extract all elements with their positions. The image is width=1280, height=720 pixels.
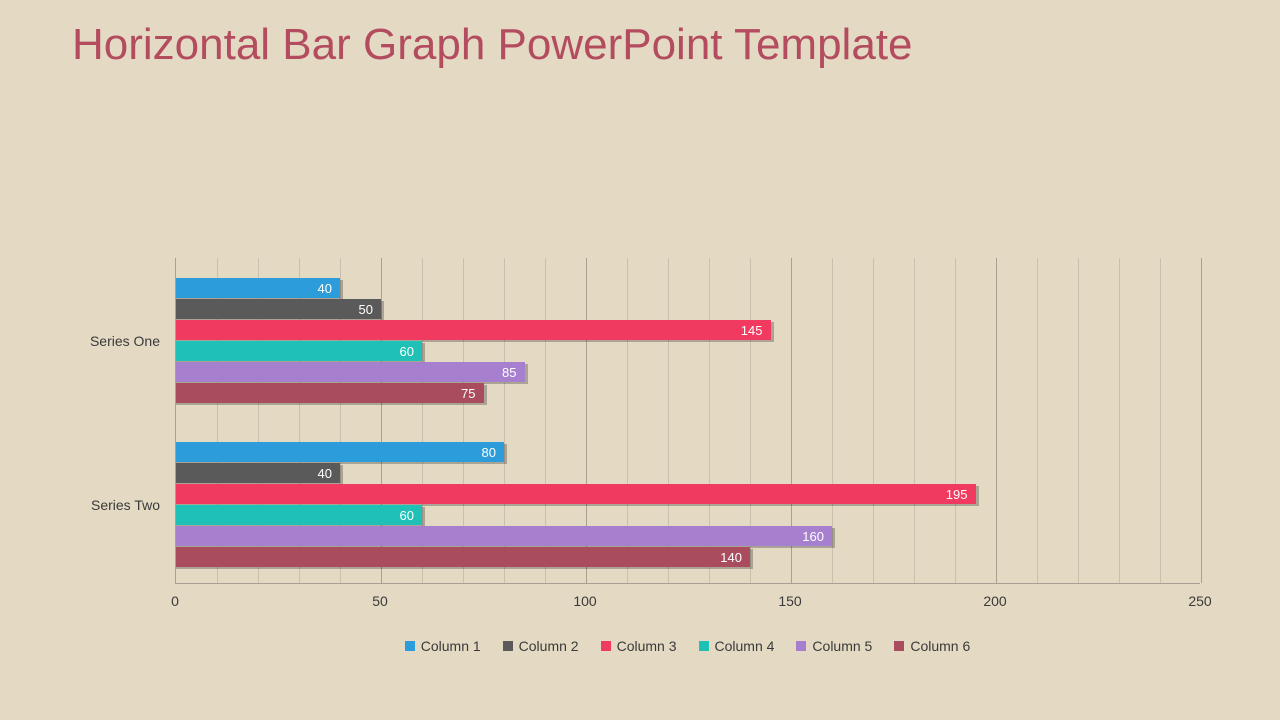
bar: 50 — [176, 299, 381, 319]
y-axis-label: Series Two — [91, 497, 160, 513]
bar: 85 — [176, 362, 525, 382]
x-axis-label: 100 — [573, 593, 596, 609]
bar: 75 — [176, 383, 484, 403]
x-axis-label: 250 — [1188, 593, 1211, 609]
legend-label: Column 6 — [910, 638, 970, 654]
bar: 60 — [176, 505, 422, 525]
plot-area: 4050145608575804019560160140 — [175, 258, 1200, 584]
x-axis-label: 200 — [983, 593, 1006, 609]
legend-swatch — [601, 641, 611, 651]
minor-gridline — [955, 258, 956, 583]
bar: 145 — [176, 320, 771, 340]
bar: 60 — [176, 341, 422, 361]
legend-item: Column 5 — [796, 638, 872, 654]
legend-label: Column 1 — [421, 638, 481, 654]
legend-swatch — [405, 641, 415, 651]
slide-title: Horizontal Bar Graph PowerPoint Template — [72, 20, 1208, 70]
slide: Horizontal Bar Graph PowerPoint Template… — [0, 0, 1280, 720]
bar: 40 — [176, 278, 340, 298]
legend-item: Column 1 — [405, 638, 481, 654]
minor-gridline — [873, 258, 874, 583]
minor-gridline — [1078, 258, 1079, 583]
bar: 160 — [176, 526, 832, 546]
gridline — [1201, 258, 1202, 583]
x-axis-label: 150 — [778, 593, 801, 609]
legend-item: Column 6 — [894, 638, 970, 654]
legend-item: Column 4 — [699, 638, 775, 654]
y-axis-label: Series One — [90, 333, 160, 349]
minor-gridline — [914, 258, 915, 583]
gridline — [996, 258, 997, 583]
legend-swatch — [796, 641, 806, 651]
x-axis-label: 0 — [171, 593, 179, 609]
minor-gridline — [1160, 258, 1161, 583]
legend-swatch — [699, 641, 709, 651]
minor-gridline — [1037, 258, 1038, 583]
minor-gridline — [1119, 258, 1120, 583]
legend-swatch — [894, 641, 904, 651]
bar: 195 — [176, 484, 976, 504]
legend-label: Column 4 — [715, 638, 775, 654]
legend-label: Column 3 — [617, 638, 677, 654]
bar: 40 — [176, 463, 340, 483]
x-axis-label: 50 — [372, 593, 388, 609]
legend: Column 1 Column 2 Column 3 Column 4 Column 5… — [175, 638, 1200, 654]
bar: 140 — [176, 547, 750, 567]
bar: 80 — [176, 442, 504, 462]
legend-swatch — [503, 641, 513, 651]
legend-label: Column 2 — [519, 638, 579, 654]
legend-label: Column 5 — [812, 638, 872, 654]
legend-item: Column 3 — [601, 638, 677, 654]
legend-item: Column 2 — [503, 638, 579, 654]
